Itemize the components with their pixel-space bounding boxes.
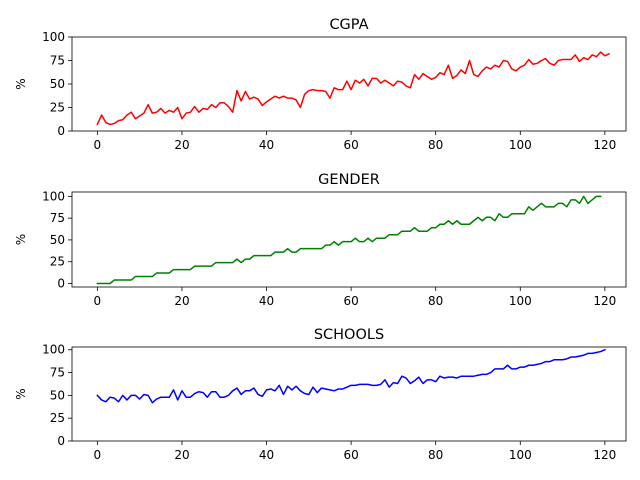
x-tick-label: 0 — [94, 448, 102, 462]
series-line-0 — [96, 348, 606, 404]
y-axis-label: % — [14, 78, 28, 89]
x-tick-label: 20 — [174, 448, 189, 462]
y-tick-label: 50 — [50, 77, 65, 91]
series-line-0 — [96, 195, 602, 285]
y-tick-label: 100 — [42, 343, 65, 357]
y-tick-label: 75 — [50, 211, 65, 225]
y-tick-label: 50 — [50, 388, 65, 402]
x-tick-label: 0 — [94, 294, 102, 308]
x-tick-label: 20 — [174, 138, 189, 152]
chart-title: GENDER — [318, 172, 380, 188]
chart-title: SCHOOLS — [314, 327, 384, 343]
chart-title: CGPA — [329, 17, 368, 33]
x-tick-label: 0 — [94, 138, 102, 152]
plot-frame — [71, 346, 627, 442]
x-tick-label: 100 — [509, 294, 532, 308]
x-tick-label: 120 — [593, 138, 616, 152]
y-tick-label: 0 — [57, 124, 65, 138]
x-tick-label: 60 — [343, 138, 358, 152]
x-tick-label: 100 — [509, 448, 532, 462]
x-tick-label: 80 — [428, 294, 443, 308]
x-tick-label: 40 — [259, 448, 274, 462]
subplot-1: GENDER% 0 20 40 60 80 100 120 0 25 50 75 100 — [14, 172, 627, 308]
series-line-0 — [96, 51, 611, 126]
x-tick-label: 60 — [343, 294, 358, 308]
x-tick-label: 120 — [593, 294, 616, 308]
y-tick-label: 0 — [57, 277, 65, 291]
y-tick-label: 75 — [50, 366, 65, 380]
x-tick-label: 60 — [343, 448, 358, 462]
x-tick-label: 20 — [174, 294, 189, 308]
x-tick-label: 120 — [593, 448, 616, 462]
y-axis-label: % — [14, 388, 28, 399]
y-tick-label: 50 — [50, 233, 65, 247]
y-axis-label: % — [14, 234, 28, 245]
x-tick-label: 40 — [259, 294, 274, 308]
subplot-2: SCHOOLS% 0 20 40 60 80 100 120 0 25 50 75 100 — [14, 327, 627, 462]
subplot-0: CGPA% 0 20 40 60 80 100 120 0 25 50 75 100 — [14, 17, 627, 152]
x-tick-label: 80 — [428, 448, 443, 462]
y-tick-label: 25 — [50, 411, 65, 425]
y-tick-label: 100 — [42, 189, 65, 203]
plot-frame — [71, 36, 627, 132]
y-tick-label: 100 — [42, 30, 65, 44]
x-tick-label: 100 — [509, 138, 532, 152]
plot-frame — [71, 191, 627, 288]
y-tick-label: 75 — [50, 54, 65, 68]
y-tick-label: 25 — [50, 255, 65, 269]
x-tick-label: 80 — [428, 138, 443, 152]
x-tick-label: 40 — [259, 138, 274, 152]
y-tick-label: 0 — [57, 434, 65, 448]
y-tick-label: 25 — [50, 101, 65, 115]
